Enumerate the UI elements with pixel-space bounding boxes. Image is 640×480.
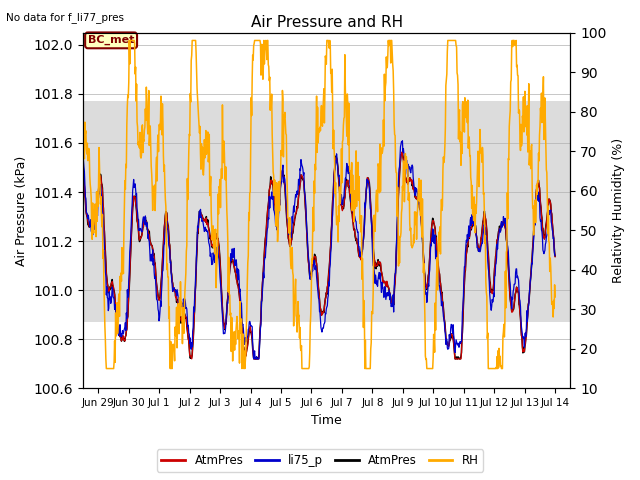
Line: AtmPres: AtmPres bbox=[68, 138, 555, 359]
RH bbox=[114, 319, 122, 324]
li75_p bbox=[551, 252, 559, 258]
li75_p bbox=[454, 342, 461, 348]
AtmPres bbox=[454, 356, 461, 362]
AtmPres bbox=[188, 356, 196, 362]
AtmPres bbox=[64, 141, 72, 146]
AtmPres bbox=[251, 356, 259, 362]
Line: li75_p: li75_p bbox=[68, 127, 555, 359]
li75_p bbox=[445, 346, 452, 351]
AtmPres bbox=[454, 356, 461, 362]
li75_p bbox=[399, 146, 407, 152]
AtmPres bbox=[445, 344, 452, 349]
Legend: AtmPres, li75_p, AtmPres, RH: AtmPres, li75_p, AtmPres, RH bbox=[157, 449, 483, 472]
li75_p bbox=[262, 245, 269, 251]
li75_p bbox=[280, 180, 287, 185]
AtmPres bbox=[262, 232, 269, 238]
AtmPres bbox=[280, 173, 287, 179]
Line: AtmPres: AtmPres bbox=[68, 137, 555, 359]
li75_p bbox=[250, 356, 257, 362]
RH bbox=[262, 43, 269, 49]
Y-axis label: Air Pressure (kPa): Air Pressure (kPa) bbox=[15, 156, 28, 265]
RH bbox=[551, 294, 559, 300]
AtmPres bbox=[114, 327, 122, 333]
AtmPres bbox=[65, 134, 73, 140]
AtmPres bbox=[445, 342, 452, 348]
li75_p bbox=[64, 142, 72, 147]
AtmPres bbox=[551, 253, 559, 259]
AtmPres bbox=[65, 135, 73, 141]
Line: RH: RH bbox=[68, 40, 555, 369]
AtmPres bbox=[262, 233, 269, 239]
RH bbox=[102, 366, 110, 372]
RH bbox=[279, 96, 287, 102]
Y-axis label: Relativity Humidity (%): Relativity Humidity (%) bbox=[612, 138, 625, 283]
AtmPres bbox=[551, 254, 559, 260]
RH bbox=[399, 187, 407, 193]
li75_p bbox=[65, 124, 73, 130]
Bar bbox=[83, 101, 570, 322]
Text: BC_met: BC_met bbox=[88, 35, 134, 46]
RH bbox=[444, 37, 452, 43]
AtmPres bbox=[399, 156, 407, 162]
AtmPres bbox=[114, 327, 122, 333]
Text: No data for f_li77_pres: No data for f_li77_pres bbox=[6, 12, 124, 23]
Title: Air Pressure and RH: Air Pressure and RH bbox=[251, 15, 403, 30]
AtmPres bbox=[280, 173, 287, 179]
AtmPres bbox=[64, 143, 72, 148]
X-axis label: Time: Time bbox=[311, 414, 342, 427]
li75_p bbox=[114, 329, 122, 335]
RH bbox=[453, 70, 461, 76]
AtmPres bbox=[399, 156, 407, 162]
RH bbox=[64, 37, 72, 43]
